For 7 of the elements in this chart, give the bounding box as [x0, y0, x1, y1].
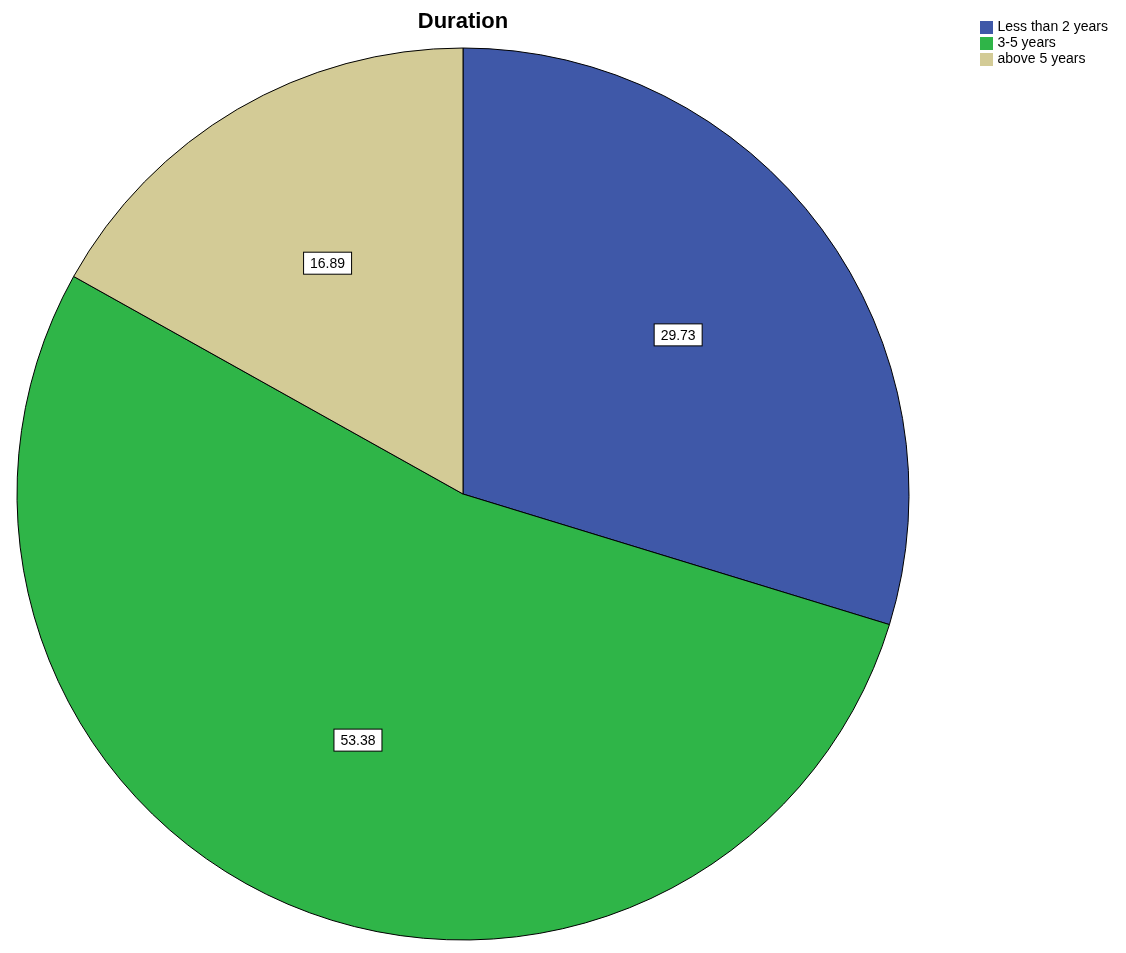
data-label: 16.89	[310, 255, 346, 272]
legend-label: above 5 years	[997, 50, 1086, 66]
legend-label: Less than 2 years	[997, 18, 1108, 34]
chart-title: Duration	[416, 8, 510, 34]
legend-label: 3-5 years	[997, 34, 1056, 50]
data-label: 53.38	[340, 732, 376, 749]
data-label: 29.73	[660, 326, 696, 343]
